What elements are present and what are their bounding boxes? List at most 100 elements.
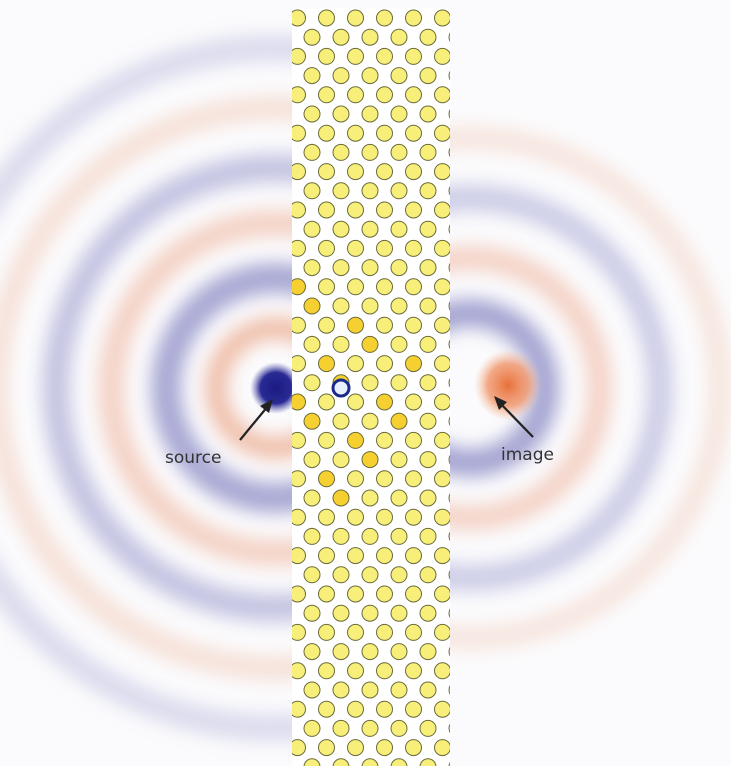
rod (319, 48, 335, 64)
rod (333, 298, 349, 314)
rod (319, 432, 335, 448)
rod (435, 48, 451, 64)
rod (377, 624, 393, 640)
rod (406, 432, 422, 448)
rod (348, 279, 364, 295)
rod (362, 490, 378, 506)
rod (391, 567, 407, 583)
figure: source image (0, 0, 731, 766)
rod (420, 260, 436, 276)
rod (362, 605, 378, 621)
rod (420, 413, 436, 429)
rod (391, 375, 407, 391)
rod (377, 164, 393, 180)
rod (391, 452, 407, 468)
rod (304, 567, 320, 583)
rod (406, 548, 422, 564)
rod (406, 279, 422, 295)
rod (348, 356, 364, 372)
rod (377, 586, 393, 602)
rod (391, 298, 407, 314)
rod (348, 87, 364, 103)
rod (420, 68, 436, 84)
rod (391, 605, 407, 621)
rod (348, 317, 364, 333)
rod (391, 720, 407, 736)
rod (319, 125, 335, 141)
rod (377, 548, 393, 564)
rod (420, 29, 436, 45)
rod (435, 548, 451, 564)
rod (362, 260, 378, 276)
rod (319, 356, 335, 372)
rod (319, 701, 335, 717)
rod (420, 490, 436, 506)
rod (377, 279, 393, 295)
rod (391, 528, 407, 544)
rod (377, 87, 393, 103)
rod (348, 548, 364, 564)
rod (348, 432, 364, 448)
rod (319, 317, 335, 333)
rod-highlight (333, 380, 349, 396)
rod (362, 336, 378, 352)
rod (435, 317, 451, 333)
rod (435, 471, 451, 487)
rod (406, 240, 422, 256)
rod (391, 644, 407, 660)
rod (391, 29, 407, 45)
rod (420, 452, 436, 468)
rod (333, 682, 349, 698)
rod (319, 202, 335, 218)
rod (391, 144, 407, 160)
rod (435, 125, 451, 141)
image-label: image (501, 445, 554, 465)
rod (420, 605, 436, 621)
rod (435, 740, 451, 756)
rod (333, 68, 349, 84)
rod (420, 567, 436, 583)
rod (319, 164, 335, 180)
rod (435, 202, 451, 218)
rod (377, 125, 393, 141)
rod (406, 317, 422, 333)
rod (377, 356, 393, 372)
rod (319, 471, 335, 487)
rod (420, 106, 436, 122)
rod (348, 586, 364, 602)
rod (377, 740, 393, 756)
rod (420, 528, 436, 544)
rod (435, 701, 451, 717)
rod (377, 471, 393, 487)
rod (348, 394, 364, 410)
rod (435, 663, 451, 679)
rod (362, 452, 378, 468)
rod (362, 68, 378, 84)
page: {"labels": {"source": "source", "image":… (0, 0, 731, 766)
rod (406, 663, 422, 679)
rod (406, 125, 422, 141)
rod (377, 10, 393, 26)
rod (362, 298, 378, 314)
rod (304, 221, 320, 237)
rod (348, 48, 364, 64)
rod (304, 605, 320, 621)
rod (420, 336, 436, 352)
rod (406, 586, 422, 602)
rod (319, 10, 335, 26)
rod (348, 164, 364, 180)
rod (391, 183, 407, 199)
rod (304, 68, 320, 84)
rod (333, 221, 349, 237)
rod (362, 375, 378, 391)
rod (377, 48, 393, 64)
rod (406, 164, 422, 180)
rod (348, 471, 364, 487)
source-label: source (165, 448, 221, 468)
rod (377, 202, 393, 218)
rod (377, 394, 393, 410)
rod (319, 663, 335, 679)
rod (406, 471, 422, 487)
rod (333, 144, 349, 160)
rod (333, 528, 349, 544)
